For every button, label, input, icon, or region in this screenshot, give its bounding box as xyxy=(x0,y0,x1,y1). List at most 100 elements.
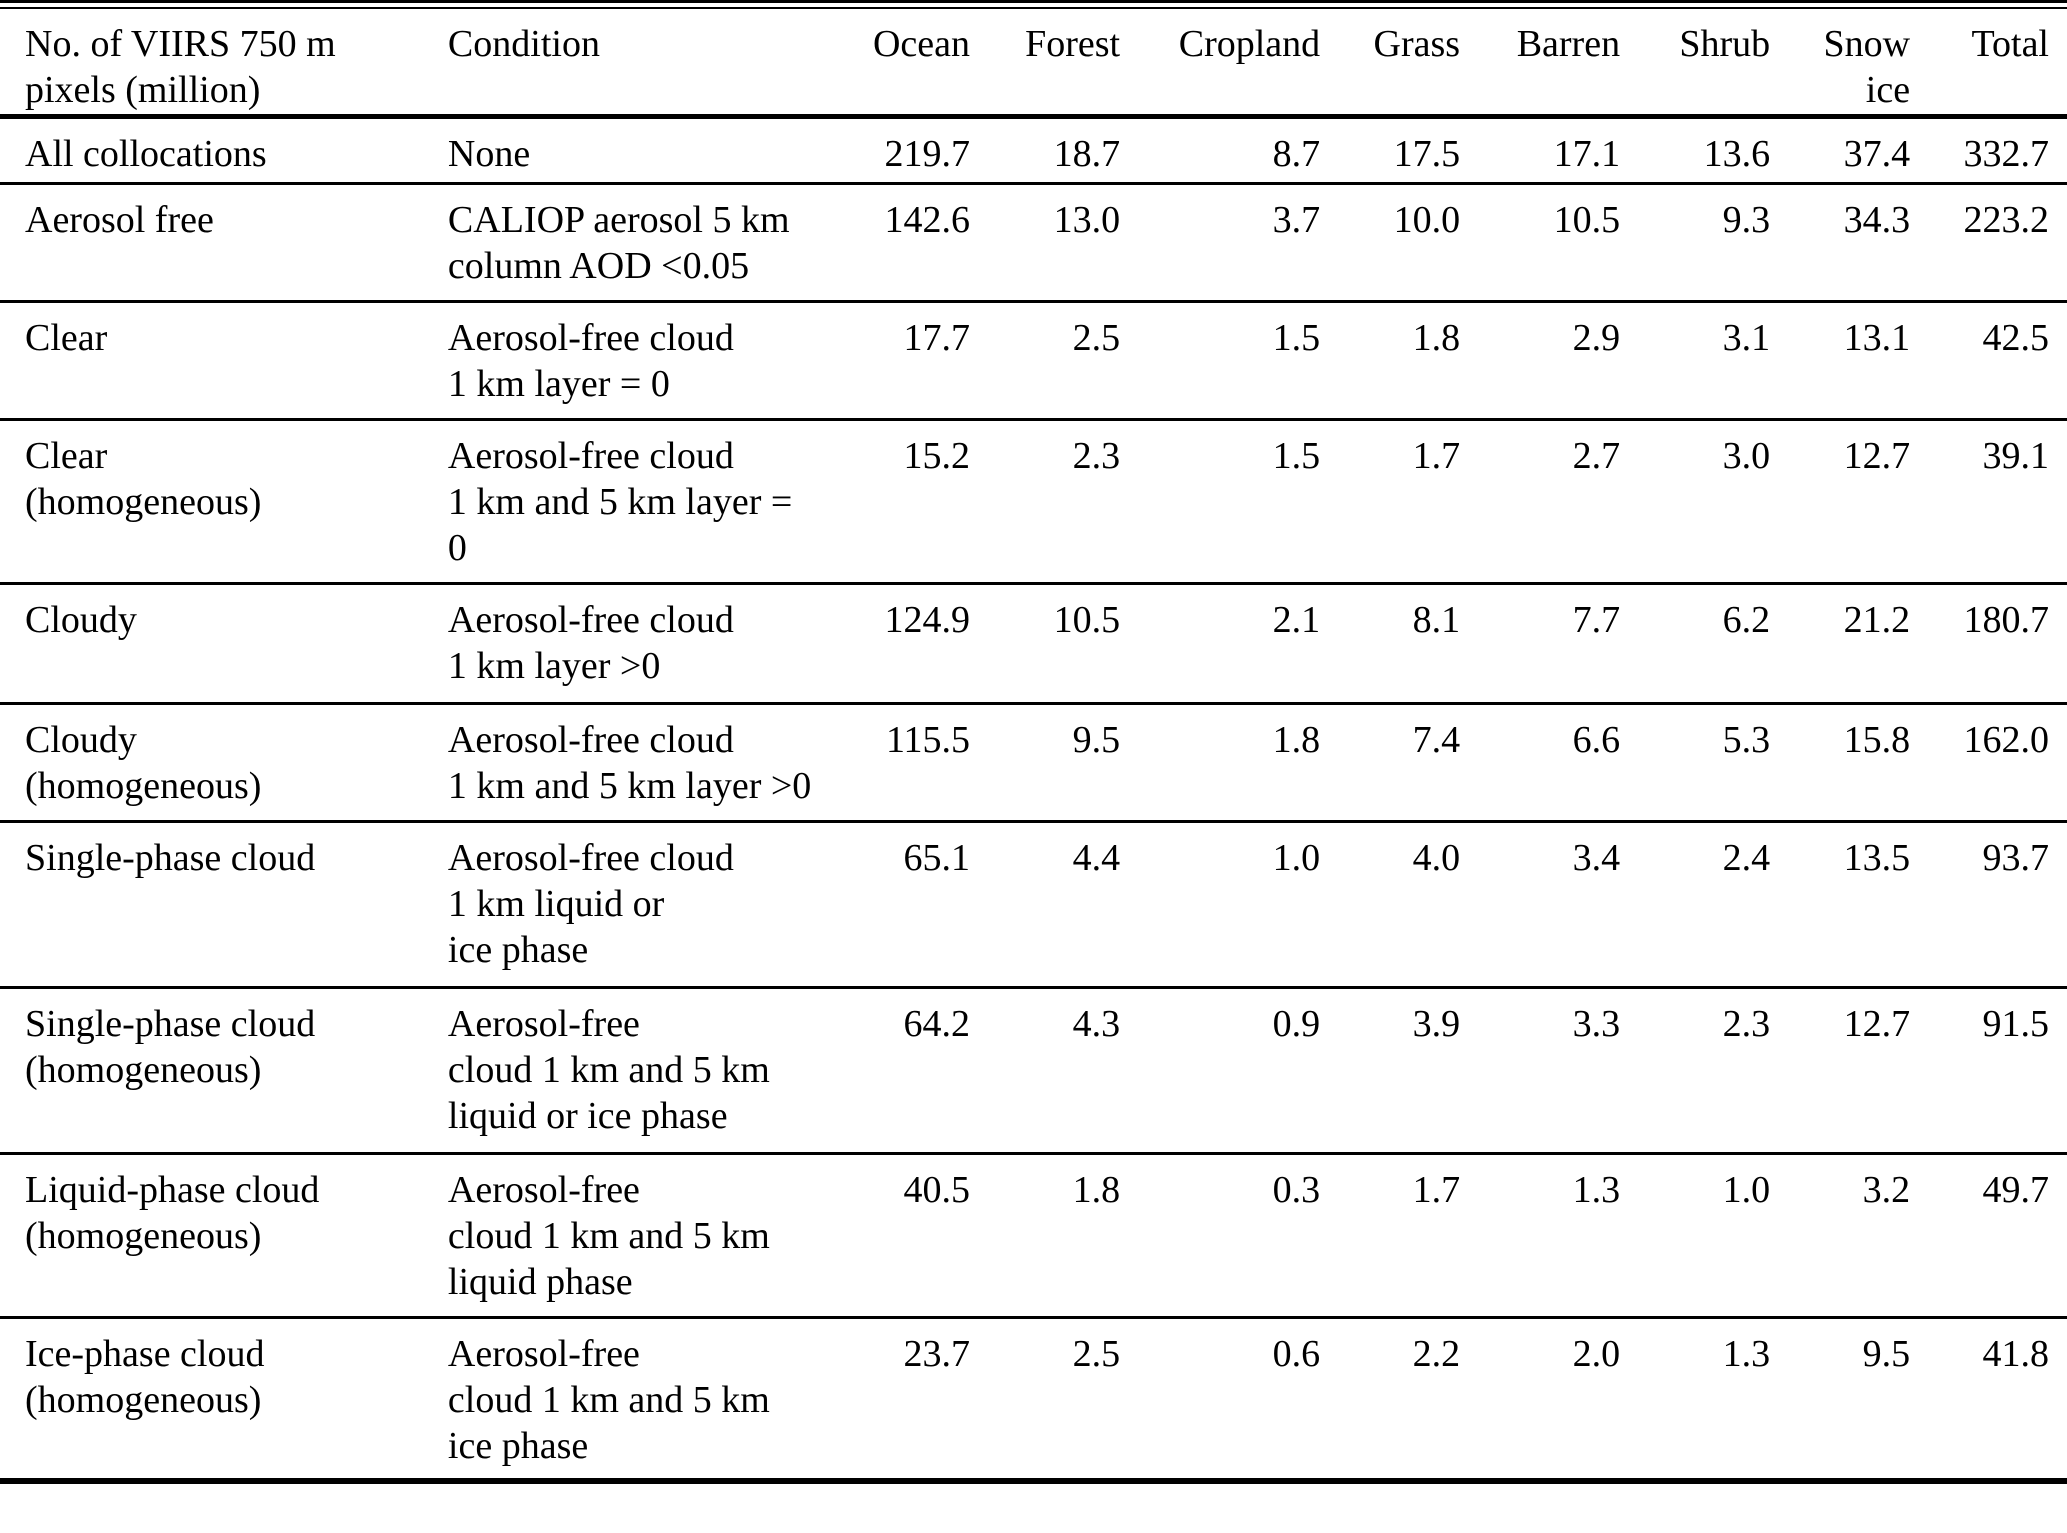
cell-forest: 10.5 xyxy=(1053,598,1121,641)
cell-barren: 3.4 xyxy=(1572,836,1621,879)
cell-snow-ice: 34.3 xyxy=(1843,198,1911,241)
cell-snow-ice: 13.1 xyxy=(1843,316,1911,359)
row-label: Clear xyxy=(25,316,108,359)
cell-barren: 2.7 xyxy=(1572,434,1621,477)
cell-grass: 2.2 xyxy=(1412,1332,1461,1375)
cell-shrub: 2.3 xyxy=(1722,1002,1771,1045)
cell-shrub: 9.3 xyxy=(1722,198,1771,241)
row-label: Cloudy xyxy=(25,598,137,641)
cell-barren: 1.3 xyxy=(1572,1168,1621,1211)
cell-shrub: 3.0 xyxy=(1722,434,1771,477)
row-condition: Aerosol-free cloud 1 km layer = 0 xyxy=(447,316,734,405)
cell-cropland: 3.7 xyxy=(1272,198,1321,241)
header-row: No. of VIIRS 750 m pixels (million) Cond… xyxy=(0,8,2067,116)
cell-snow-ice: 3.2 xyxy=(1862,1168,1911,1211)
table-row-single-phase-cloud: Single-phase cloud Aerosol-free cloud 1 … xyxy=(0,821,2067,987)
table-row-cloudy-homogeneous: Cloudy (homogeneous) Aerosol-free cloud … xyxy=(0,703,2067,821)
row-label: Single-phase cloud xyxy=(25,836,316,879)
top-rule-gap xyxy=(0,3,2067,7)
row-condition: Aerosol-free cloud 1 km and 5 km liquid … xyxy=(447,1002,770,1137)
header-barren: Barren xyxy=(1516,23,1621,65)
cell-total: 223.2 xyxy=(1963,198,2050,241)
table-row-clear-homogeneous: Clear (homogeneous) Aerosol-free cloud 1… xyxy=(0,419,2067,583)
cell-ocean: 40.5 xyxy=(903,1168,971,1211)
row-condition: CALIOP aerosol 5 km column AOD <0.05 xyxy=(447,198,790,287)
row-label: All collocations xyxy=(25,132,267,175)
cell-barren: 2.0 xyxy=(1572,1332,1621,1375)
cell-cropland: 1.5 xyxy=(1272,316,1321,359)
cell-ocean: 124.9 xyxy=(884,598,971,641)
header-shrub: Shrub xyxy=(1679,23,1771,65)
cell-forest: 2.3 xyxy=(1072,434,1121,477)
cell-ocean: 115.5 xyxy=(885,718,971,761)
cell-barren: 10.5 xyxy=(1553,198,1621,241)
cell-snow-ice: 9.5 xyxy=(1862,1332,1911,1375)
cell-total: 39.1 xyxy=(1982,434,2050,477)
header-grass: Grass xyxy=(1373,23,1461,65)
table-row-all-collocations: All collocations None 219.7 18.7 8.7 17.… xyxy=(0,116,2067,183)
cell-shrub: 13.6 xyxy=(1703,132,1771,175)
cell-cropland: 0.3 xyxy=(1272,1168,1321,1211)
table-row-ice-phase-cloud-homogeneous: Ice-phase cloud (homogeneous) Aerosol-fr… xyxy=(0,1317,2067,1481)
cell-ocean: 15.2 xyxy=(903,434,971,477)
cell-grass: 1.8 xyxy=(1412,316,1461,359)
viirs-pixel-count-table: No. of VIIRS 750 m pixels (million) Cond… xyxy=(0,7,2067,1484)
cell-grass: 8.1 xyxy=(1412,598,1461,641)
cell-grass: 4.0 xyxy=(1412,836,1461,879)
cell-grass: 3.9 xyxy=(1412,1002,1461,1045)
cell-cropland: 1.5 xyxy=(1272,434,1321,477)
cell-shrub: 6.2 xyxy=(1722,598,1771,641)
cell-ocean: 64.2 xyxy=(903,1002,971,1045)
row-condition: Aerosol-free cloud 1 km and 5 km ice pha… xyxy=(447,1332,770,1467)
cell-cropland: 1.0 xyxy=(1272,836,1321,879)
row-condition: Aerosol-free cloud 1 km and 5 km layer >… xyxy=(447,718,812,807)
table-row-clear: Clear Aerosol-free cloud 1 km layer = 0 … xyxy=(0,301,2067,419)
cell-barren: 3.3 xyxy=(1572,1002,1621,1045)
row-condition: Aerosol-free cloud 1 km liquid or ice ph… xyxy=(447,836,734,971)
cell-snow-ice: 12.7 xyxy=(1843,1002,1911,1045)
cell-ocean: 219.7 xyxy=(884,132,971,175)
cell-grass: 17.5 xyxy=(1393,132,1461,175)
row-condition: None xyxy=(447,132,531,175)
cell-cropland: 2.1 xyxy=(1272,598,1321,641)
cell-forest: 9.5 xyxy=(1072,718,1121,761)
cell-shrub: 1.3 xyxy=(1722,1332,1771,1375)
header-snow-ice: Snow ice xyxy=(1823,23,1911,111)
header-condition: Condition xyxy=(447,23,600,65)
cell-ocean: 17.7 xyxy=(903,316,971,359)
cell-cropland: 0.6 xyxy=(1272,1332,1321,1375)
cell-snow-ice: 15.8 xyxy=(1843,718,1911,761)
cell-total: 91.5 xyxy=(1982,1002,2050,1045)
row-label: Aerosol free xyxy=(25,198,214,241)
row-condition: Aerosol-free cloud 1 km and 5 km liquid … xyxy=(447,1168,770,1303)
top-rule-divider xyxy=(0,0,2067,3)
cell-total: 93.7 xyxy=(1982,836,2050,879)
row-condition: Aerosol-free cloud 1 km and 5 km layer =… xyxy=(447,434,793,569)
cell-snow-ice: 13.5 xyxy=(1843,836,1911,879)
cell-grass: 1.7 xyxy=(1412,434,1461,477)
cell-cropland: 0.9 xyxy=(1272,1002,1321,1045)
row-label: Cloudy (homogeneous) xyxy=(25,718,262,807)
cell-snow-ice: 37.4 xyxy=(1843,132,1911,175)
cell-cropland: 8.7 xyxy=(1272,132,1321,175)
header-cropland: Cropland xyxy=(1178,23,1321,65)
row-label: Ice-phase cloud (homogeneous) xyxy=(25,1332,265,1421)
cell-total: 180.7 xyxy=(1963,598,2050,641)
cell-barren: 2.9 xyxy=(1572,316,1621,359)
cell-grass: 10.0 xyxy=(1393,198,1461,241)
cell-forest: 2.5 xyxy=(1072,1332,1121,1375)
cell-forest: 4.4 xyxy=(1072,836,1121,879)
header-pixels-label: No. of VIIRS 750 m pixels (million) xyxy=(25,23,336,111)
cell-ocean: 65.1 xyxy=(903,836,971,879)
cell-total: 162.0 xyxy=(1963,718,2050,761)
table-row-aerosol-free: Aerosol free CALIOP aerosol 5 km column … xyxy=(0,183,2067,301)
cell-total: 42.5 xyxy=(1982,316,2050,359)
cell-ocean: 23.7 xyxy=(903,1332,971,1375)
cell-barren: 7.7 xyxy=(1572,598,1621,641)
row-label: Clear (homogeneous) xyxy=(25,434,262,523)
row-label: Single-phase cloud (homogeneous) xyxy=(25,1002,316,1091)
table-row-cloudy: Cloudy Aerosol-free cloud 1 km layer >0 … xyxy=(0,583,2067,703)
cell-forest: 2.5 xyxy=(1072,316,1121,359)
cell-forest: 18.7 xyxy=(1053,132,1121,175)
